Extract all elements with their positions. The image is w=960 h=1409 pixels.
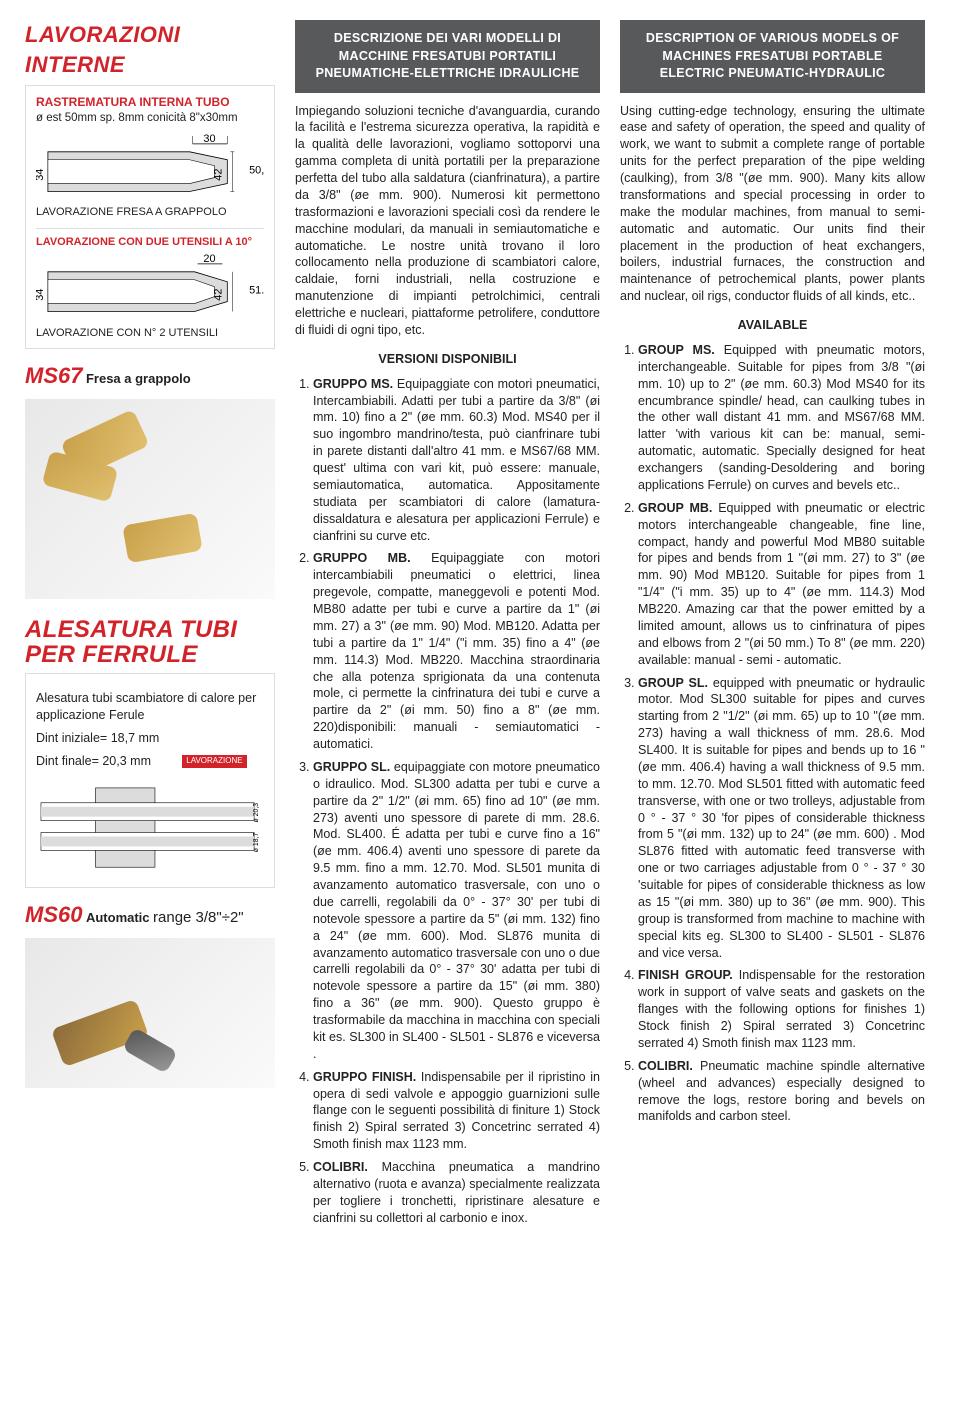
dia2-left: 34: [36, 289, 46, 301]
dia2-top: 20: [203, 253, 215, 265]
mid-intro: Impiegando soluzioni tecniche d'avanguar…: [295, 103, 600, 339]
right-column: DESCRIPTION OF VARIOUS MODELS OF MACHINE…: [620, 20, 925, 1233]
rastrematura-title: RASTREMATURA INTERNA TUBO: [36, 94, 264, 110]
dia1-top: 30: [203, 133, 215, 145]
ms60-photo: [25, 938, 275, 1088]
list-item: COLIBRI. Pneumatic machine spindle alter…: [638, 1058, 925, 1126]
ms60-range: range 3/8"÷2": [153, 909, 244, 926]
ms60-line: MS60 Automatic range 3/8"÷2": [25, 900, 275, 930]
rastrematura-spec: ø est 50mm sp. 8mm conicità 8"x30mm: [36, 111, 264, 127]
dia1-out: 50,5: [249, 165, 264, 177]
list-item: GROUP MB. Equipped with pneumatic or ele…: [638, 500, 925, 669]
list-item: FINISH GROUP. Indispensable for the rest…: [638, 967, 925, 1051]
spec-box-1: RASTREMATURA INTERNA TUBO ø est 50mm sp.…: [25, 85, 275, 349]
alesatura-box: Alesatura tubi scambiatore di calore per…: [25, 673, 275, 888]
list-item: GRUPPO MS. Equipaggiate con motori pneum…: [313, 376, 600, 545]
mid-vers-title: VERSIONI DISPONIBILI: [295, 351, 600, 368]
list-item: GROUP MS. Equipped with pneumatic motors…: [638, 342, 925, 494]
left-column: LAVORAZIONI INTERNE RASTREMATURA INTERNA…: [25, 20, 275, 1233]
mid-column: DESCRIZIONE DEI VARI MODELLI DI MACCHINE…: [295, 20, 600, 1233]
dia1-right: 42: [212, 169, 224, 181]
dia2-header: LAVORAZIONE CON DUE UTENSILI A 10°: [36, 228, 264, 250]
left-title-2: ALESATURA TUBI PER FERRULE: [25, 617, 275, 667]
ms67-code: MS67: [25, 363, 82, 388]
dia2-caption: LAVORAZIONE CON N° 2 UTENSILI: [36, 326, 264, 341]
ms60-desc: Automatic: [86, 910, 150, 925]
right-box-title: DESCRIPTION OF VARIOUS MODELS OF MACHINE…: [620, 20, 925, 93]
al-line2: Dint finale= 20,3 mm LAVORAZIONE: [36, 753, 264, 770]
list-item: GRUPPO FINISH. Indispensabile per il rip…: [313, 1069, 600, 1153]
dia1-caption: LAVORAZIONE FRESA A GRAPPOLO: [36, 205, 264, 220]
diagram-2: 20 34 42 51.9 LAVORAZIONE CON N° 2 UTENS…: [36, 252, 264, 340]
dia2-out: 51.9: [249, 285, 264, 297]
al-line1: Dint iniziale= 18,7 mm: [36, 730, 264, 747]
ms67-line: MS67 Fresa a grappolo: [25, 361, 275, 391]
left-title: LAVORAZIONI INTERNE: [25, 20, 275, 79]
list-item: GROUP SL. equipped with pneumatic or hyd…: [638, 675, 925, 962]
right-groups-list: GROUP MS. Equipped with pneumatic motors…: [620, 342, 925, 1125]
diagram-3: ø 20,3 ø 18,7: [36, 778, 264, 877]
list-item: GRUPPO MB. Equipaggiate con motori inter…: [313, 550, 600, 753]
diagram-1: 30 34 42 50,5: [36, 132, 264, 220]
dia3-din: ø 18,7: [253, 832, 260, 852]
list-item: COLIBRI. Macchina pneumatica a mandrino …: [313, 1159, 600, 1227]
dia1-left: 34: [36, 169, 46, 181]
right-avail-title: AVAILABLE: [620, 317, 925, 334]
right-intro: Using cutting-edge technology, ensuring …: [620, 103, 925, 306]
lavorazione-tag: LAVORAZIONE: [182, 755, 246, 768]
dia2-right: 42: [212, 289, 224, 301]
ms67-desc: Fresa a grappolo: [86, 371, 191, 386]
al-desc: Alesatura tubi scambiatore di calore per…: [36, 690, 264, 724]
list-item: GRUPPO SL. equipaggiate con motore pneum…: [313, 759, 600, 1063]
page: LAVORAZIONI INTERNE RASTREMATURA INTERNA…: [25, 20, 935, 1233]
dia3-dout: ø 20,3: [253, 803, 260, 823]
mid-box-title: DESCRIZIONE DEI VARI MODELLI DI MACCHINE…: [295, 20, 600, 93]
mid-groups-list: GRUPPO MS. Equipaggiate con motori pneum…: [295, 376, 600, 1227]
ms60-code: MS60: [25, 902, 82, 927]
ms67-photo: [25, 399, 275, 599]
